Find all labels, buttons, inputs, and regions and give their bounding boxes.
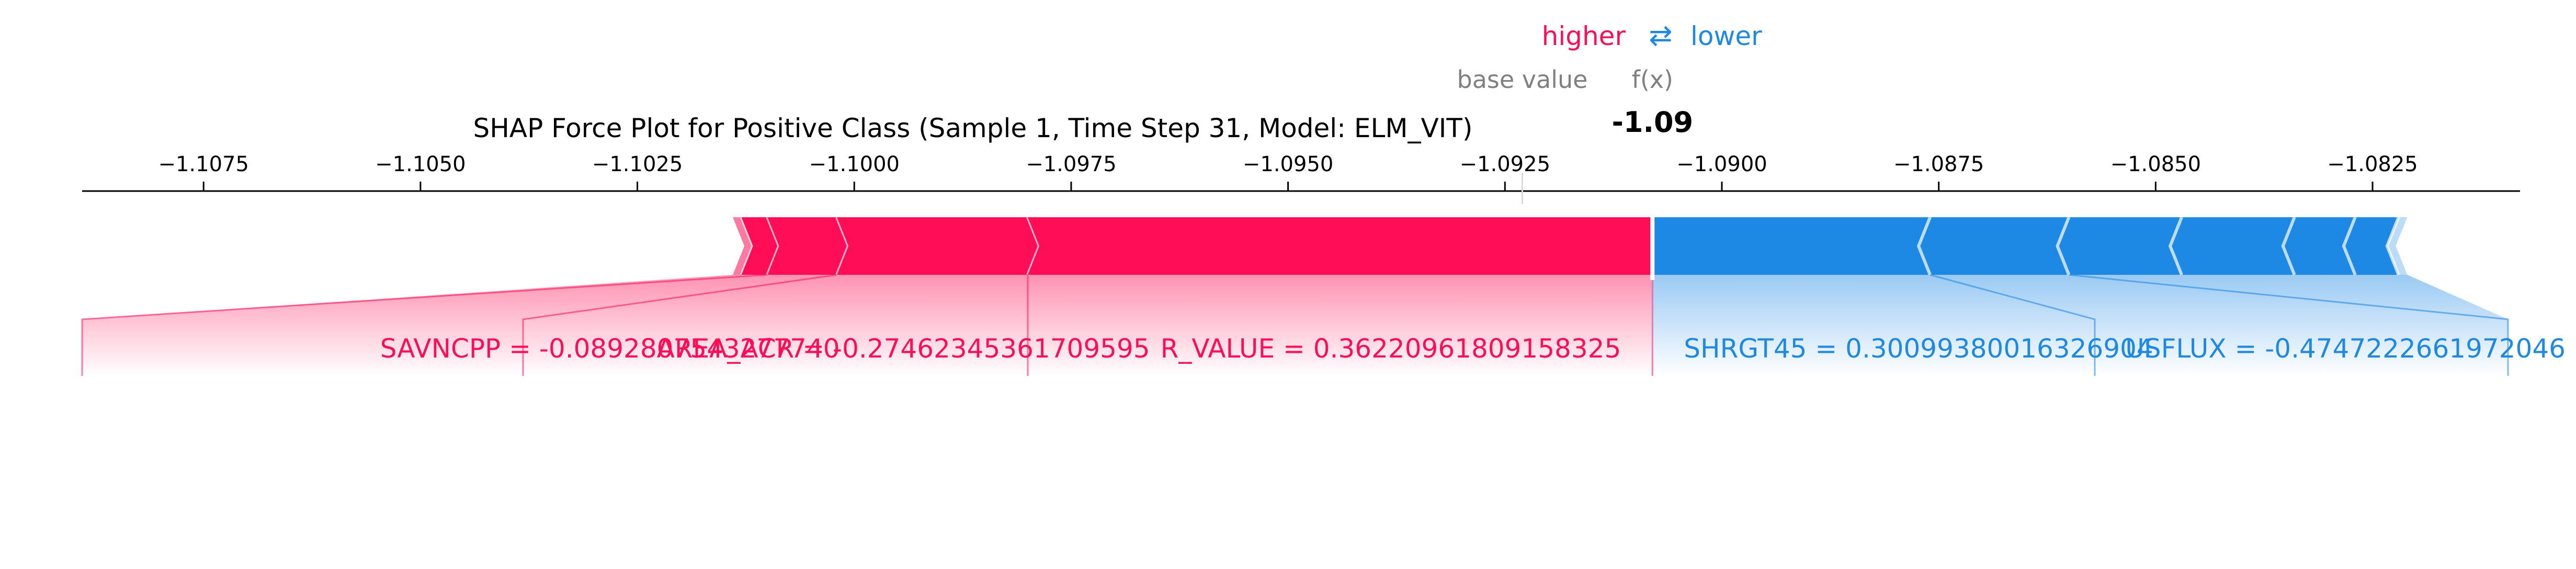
x-tick-label: −1.0950 [1243, 152, 1333, 176]
negative-force-segment [1919, 217, 2069, 275]
positive-force-segment [741, 217, 779, 275]
positive-force-segment [767, 217, 849, 275]
x-tick-label: −1.0925 [1460, 152, 1550, 176]
base-value-label: base value [1457, 65, 1588, 94]
x-tick-label: −1.0900 [1676, 152, 1767, 176]
positive-force-segment [837, 217, 1040, 275]
negative-force-segment [1652, 217, 1931, 275]
negative-force-segment [2283, 217, 2355, 275]
legend-lower: lower [1690, 21, 1762, 51]
negative-force-segment [2387, 217, 2408, 275]
negative-force-segment [2170, 217, 2295, 275]
legend-arrows-icon: ⇄ [1649, 19, 1672, 52]
fx-label: f(x) [1632, 65, 1673, 94]
negative-feature-label: SHRGT45 = 0.30099380016326904 [1684, 333, 2153, 364]
force-bars [733, 212, 2408, 280]
positive-force-segment [1028, 217, 1653, 275]
positive-feature-label: AREA_ACR = -0.27462345361709595 [657, 333, 1150, 364]
negative-shade [1652, 275, 2508, 376]
x-tick-label: −1.1050 [375, 152, 466, 176]
chart-title: SHAP Force Plot for Positive Class (Samp… [473, 113, 1473, 143]
x-tick-label: −1.0850 [2110, 152, 2201, 176]
negative-segment-divider [2168, 216, 2183, 276]
negative-feature-label: USFLUX = -0.4747222661972046 [2125, 333, 2566, 364]
x-tick-label: −1.1075 [158, 152, 248, 176]
x-tick-label: −1.0825 [2327, 152, 2418, 176]
x-tick-label: −1.1000 [809, 152, 900, 176]
negative-segment-divider [2385, 216, 2400, 276]
positive-feature-label: SAVNCPP = -0.0892807543277740 [380, 333, 840, 364]
negative-segment-divider [1916, 216, 1932, 276]
positive-shade [82, 275, 1653, 376]
x-tick-label: −1.0875 [1893, 152, 1984, 176]
legend-higher: higher [1542, 21, 1626, 51]
positive-feature-label: R_VALUE = 0.36220961809158325 [1161, 333, 1621, 364]
negative-force-segment [2343, 217, 2399, 275]
x-tick-label: −1.0975 [1026, 152, 1116, 176]
output-value-label: -1.09 [1612, 106, 1693, 139]
positive-force-segment [733, 217, 753, 275]
negative-segment-divider [2056, 216, 2071, 276]
feature-labels: R_VALUE = 0.36220961809158325 AREA_ACR = … [380, 333, 2566, 364]
negative-force-segment [2057, 217, 2182, 275]
positive-segment-divider [1026, 216, 1041, 276]
feature-links [81, 274, 2509, 376]
x-tick-label: −1.1025 [592, 152, 683, 176]
x-axis-ticks: −1.1075 −1.1050 −1.1025 −1.1000 −1.0975 −1.09… [158, 152, 2418, 191]
negative-segment-divider [2342, 216, 2357, 276]
negative-segment-divider [2281, 216, 2296, 276]
